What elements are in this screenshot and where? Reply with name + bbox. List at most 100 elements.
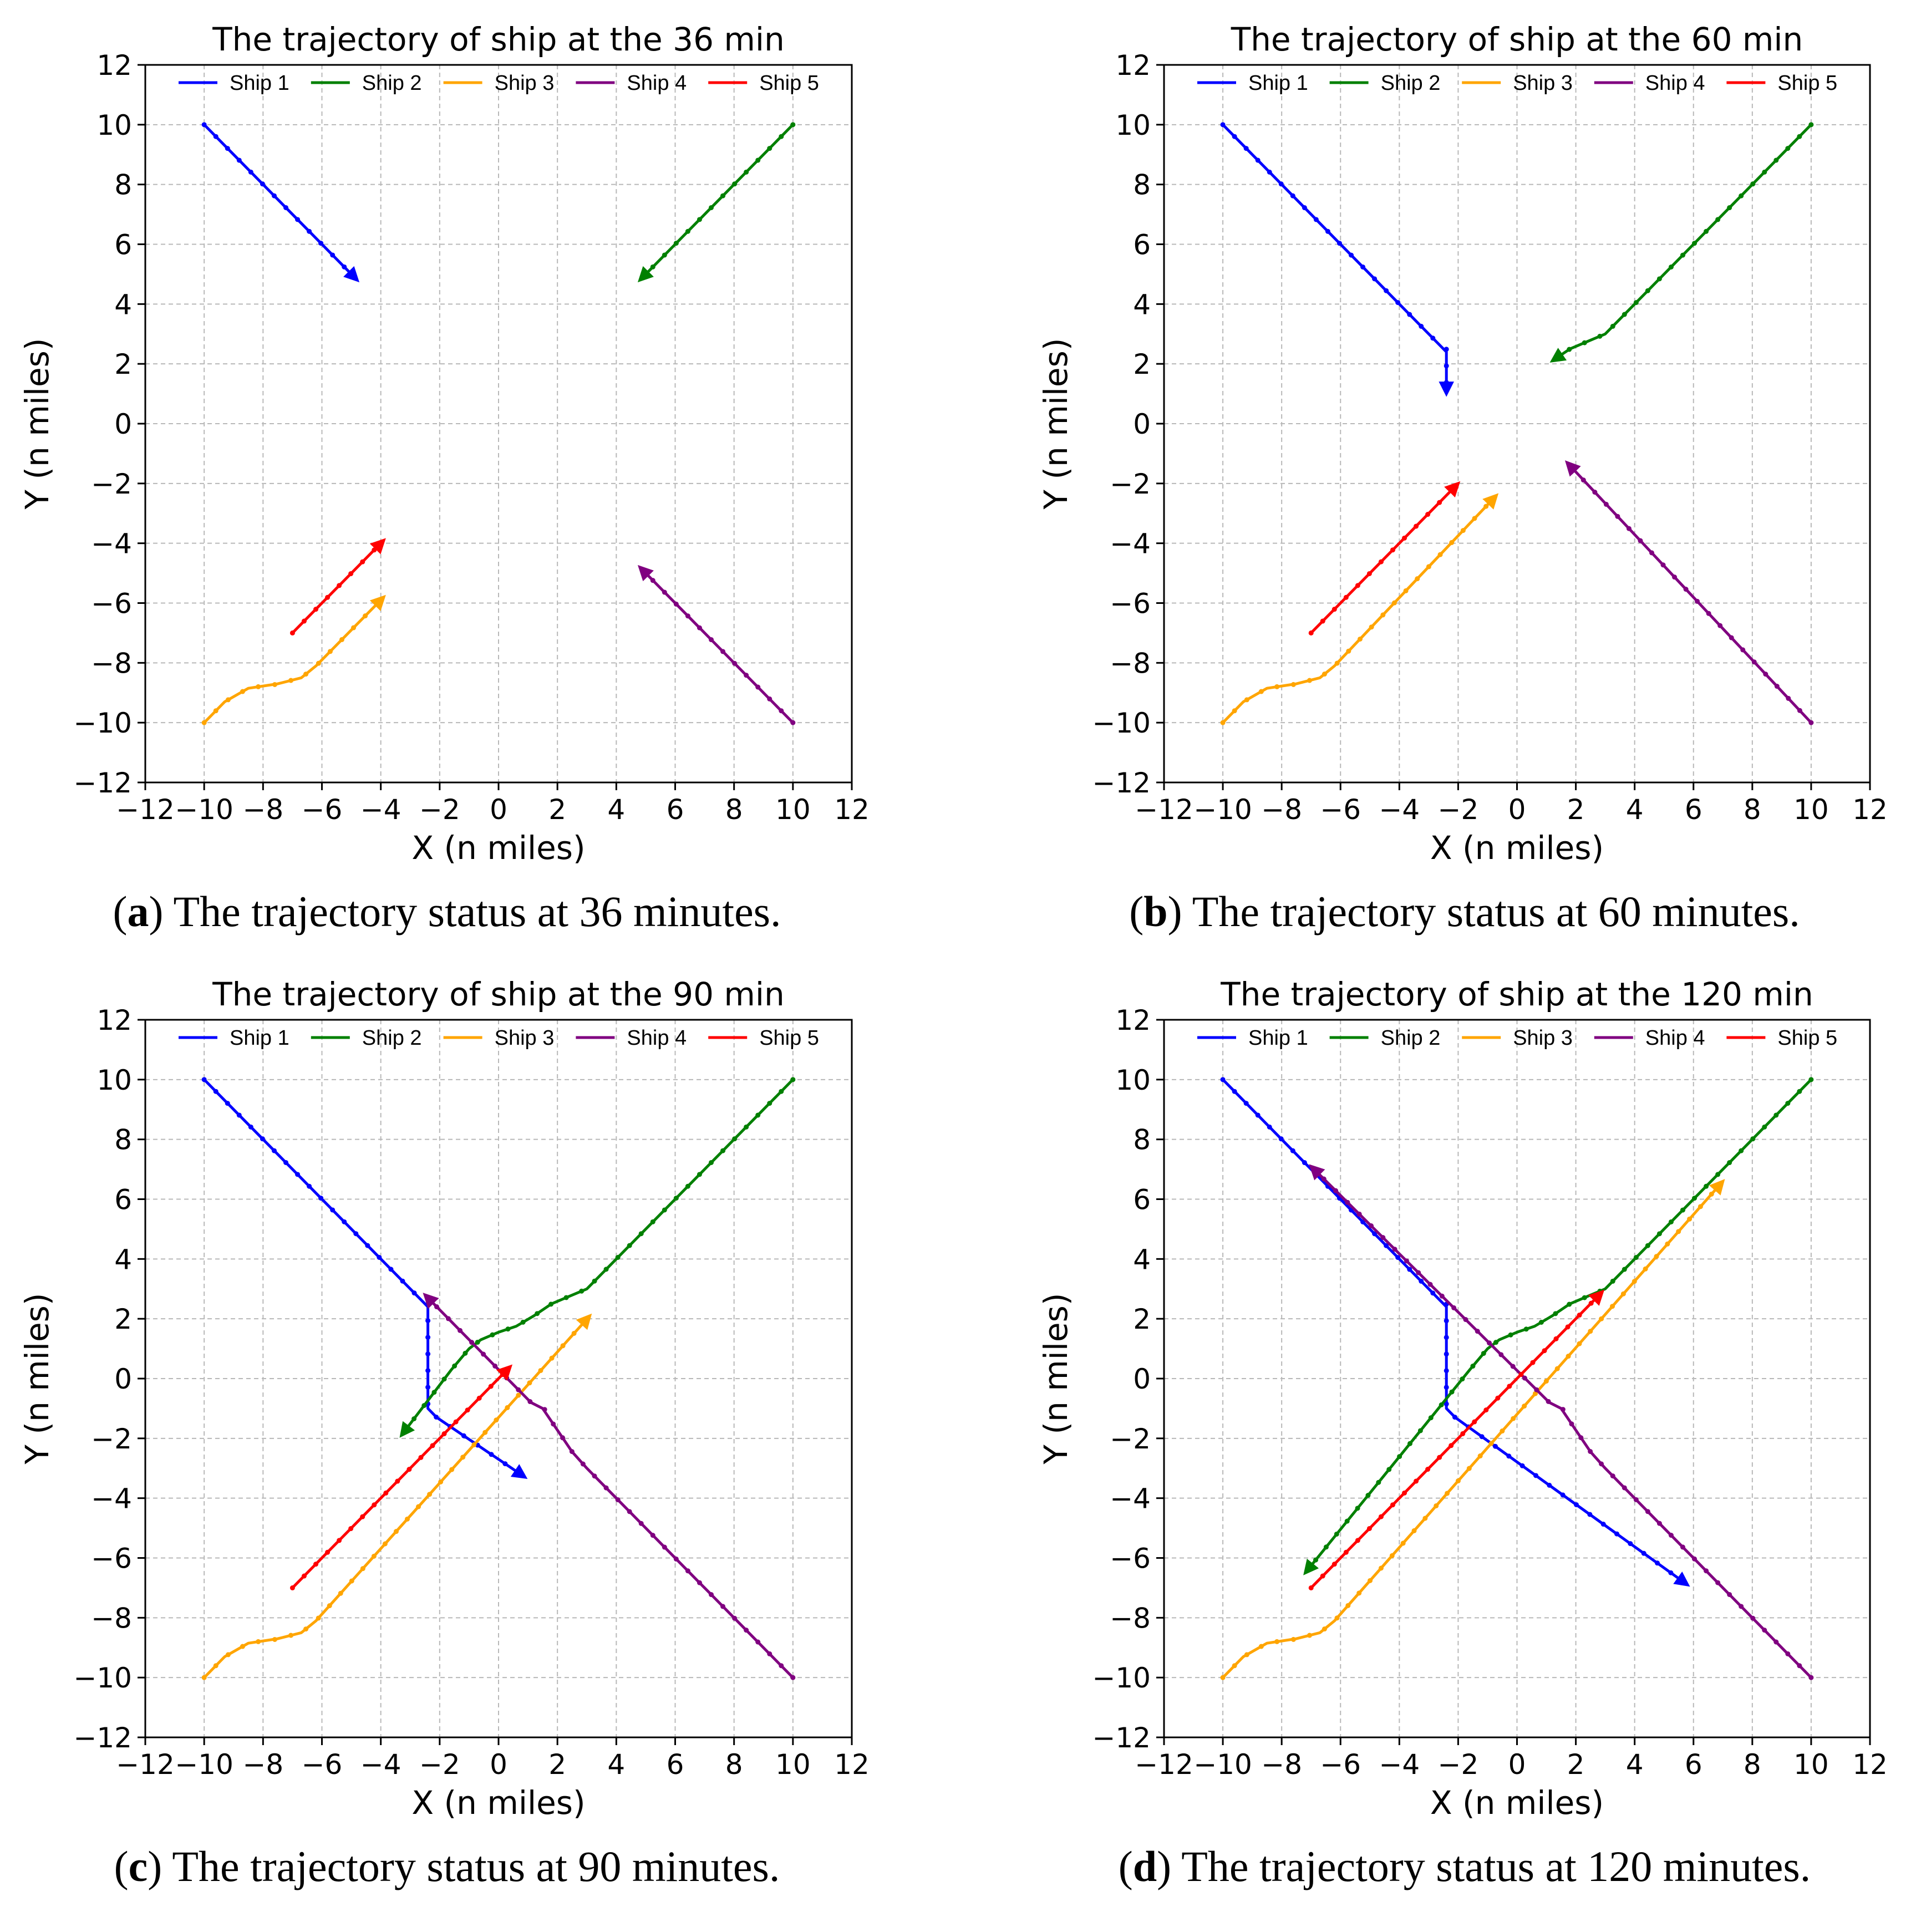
y-tick-label: 6 — [114, 1184, 132, 1216]
y-tick-label: 4 — [1133, 288, 1151, 321]
trajectory-point — [421, 1403, 427, 1409]
trajectory-point — [201, 1077, 207, 1082]
trajectory-point — [1656, 1521, 1662, 1526]
trajectory-point — [1649, 550, 1654, 556]
trajectory-point — [1774, 684, 1780, 689]
y-tick-label: 2 — [1133, 1303, 1151, 1335]
y-tick-label: 10 — [96, 1064, 132, 1096]
chart-title: The trajectory of ship at the 36 min — [212, 21, 785, 58]
trajectory-point — [441, 1376, 447, 1382]
trajectory-point — [425, 1301, 431, 1307]
trajectory-point — [1307, 678, 1312, 683]
trajectory-point — [516, 1392, 521, 1398]
trajectory-point — [1220, 720, 1226, 725]
trajectory-point — [1698, 1204, 1703, 1209]
trajectory-point — [1425, 512, 1431, 517]
trajectory-point — [1687, 1216, 1693, 1222]
trajectory-point — [1415, 576, 1420, 582]
trajectory-point — [1566, 1354, 1571, 1359]
trajectory-point — [1523, 1326, 1529, 1332]
trajectory-point — [1368, 1578, 1373, 1583]
y-tick-label: 0 — [1133, 408, 1151, 440]
trajectory-point — [225, 1652, 231, 1658]
trajectory-point — [1492, 1443, 1498, 1449]
trajectory-point — [295, 217, 301, 222]
trajectory-point — [445, 1316, 451, 1321]
y-tick-label: 2 — [114, 1303, 132, 1335]
trajectory-point — [1597, 333, 1603, 339]
trajectory-point — [1243, 1101, 1249, 1106]
y-tick-label: −2 — [1110, 468, 1151, 500]
x-tick-label: 0 — [1508, 794, 1526, 826]
trajectory-point — [1785, 146, 1791, 151]
trajectory-point — [1320, 618, 1325, 624]
x-tick-label: −2 — [1438, 1748, 1479, 1781]
trajectory-point — [779, 708, 784, 714]
trajectory-point — [411, 1290, 417, 1296]
x-tick-label: 6 — [1685, 1748, 1702, 1781]
trajectory-point — [1472, 1419, 1477, 1425]
trajectory-point — [1582, 1295, 1587, 1300]
x-tick-label: 12 — [1852, 794, 1888, 826]
trajectory-point — [580, 1461, 586, 1467]
trajectory-point — [327, 1603, 332, 1609]
trajectory-point — [1672, 574, 1678, 580]
trajectory-point — [1522, 1404, 1527, 1409]
x-tick-label: −10 — [175, 1748, 233, 1781]
trajectory-point — [1773, 157, 1779, 163]
trajectory-point — [1307, 1633, 1312, 1638]
y-tick-label: 10 — [1115, 1064, 1151, 1096]
trajectory-point — [1404, 1258, 1409, 1264]
trajectory-point — [337, 583, 342, 588]
trajectory-point — [662, 589, 667, 595]
trajectory-point — [325, 1549, 331, 1555]
y-tick-label: 8 — [114, 169, 132, 201]
trajectory-point — [1645, 1243, 1650, 1248]
y-axis-label: Y (n miles) — [18, 1293, 56, 1465]
trajectory-point — [767, 1101, 773, 1106]
trajectory-point — [494, 1417, 499, 1423]
trajectory-point — [1643, 1266, 1648, 1272]
trajectory-point — [471, 1442, 477, 1447]
trajectory-point — [1437, 1455, 1442, 1460]
trajectory-point — [393, 1529, 399, 1534]
trajectory-point — [360, 1514, 365, 1519]
trajectory-point — [697, 1172, 702, 1177]
trajectory-point — [360, 1566, 365, 1572]
trajectory-point — [1600, 1522, 1606, 1527]
trajectory-point — [1638, 538, 1643, 543]
legend-label-ship-1: Ship 1 — [230, 1026, 289, 1050]
trajectory-point — [1762, 1124, 1767, 1130]
trajectory-point — [1533, 1473, 1538, 1478]
trajectory-point — [1477, 1453, 1483, 1459]
trajectory-point — [492, 1363, 498, 1369]
trajectory-point — [1414, 1478, 1419, 1484]
trajectory-point — [1610, 323, 1615, 329]
trajectory-point — [1554, 1366, 1560, 1371]
trajectory-point — [1543, 1379, 1549, 1384]
trajectory-point — [505, 1405, 510, 1410]
x-axis-label: X (n miles) — [1430, 1784, 1604, 1822]
trajectory-point — [339, 637, 344, 642]
trajectory-point — [1615, 513, 1620, 519]
trajectory-point — [213, 708, 218, 714]
trajectory-point — [1386, 1467, 1392, 1472]
trajectory-point — [1577, 1341, 1582, 1346]
trajectory-point — [1244, 697, 1249, 703]
trajectory-point — [213, 1089, 218, 1094]
trajectory-point — [1633, 1255, 1639, 1260]
trajectory-point — [1416, 1270, 1421, 1275]
trajectory-point — [1739, 193, 1744, 199]
x-tick-label: 8 — [725, 1748, 743, 1781]
trajectory-point — [1797, 1663, 1802, 1669]
trajectory-point — [1255, 157, 1261, 163]
x-axis-label: X (n miles) — [411, 829, 585, 867]
trajectory-point — [1510, 1364, 1516, 1369]
trajectory-point — [465, 1407, 470, 1413]
legend-label-ship-3: Ship 3 — [495, 1026, 555, 1050]
trajectory-point — [1622, 1485, 1627, 1491]
y-tick-label: −4 — [91, 1483, 132, 1515]
y-tick-label: −8 — [1110, 1602, 1151, 1634]
trajectory-point — [1740, 647, 1746, 653]
y-tick-label: −6 — [91, 1543, 132, 1575]
